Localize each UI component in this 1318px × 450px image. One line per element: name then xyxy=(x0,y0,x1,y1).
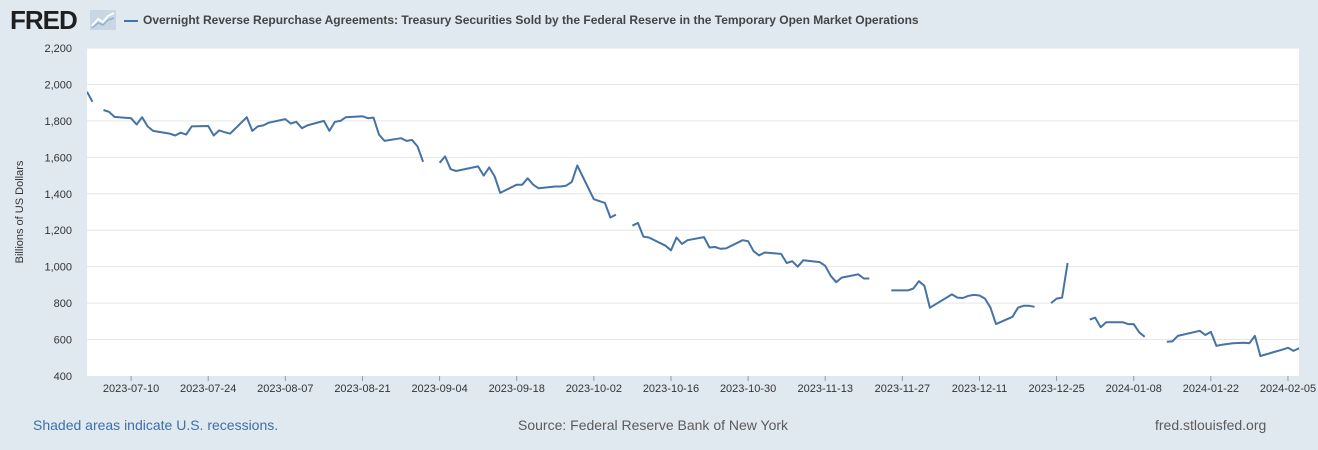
chart-header: FRED Overnight Reverse Repurchase Agreem… xyxy=(0,0,1318,40)
chart-legend: Overnight Reverse Repurchase Agreements:… xyxy=(124,12,919,28)
chart-spark-icon xyxy=(90,10,116,30)
fred-logo[interactable]: FRED xyxy=(10,5,78,35)
series-line-segment[interactable] xyxy=(1050,262,1069,304)
y-tick-label: 600 xyxy=(54,335,72,347)
line-chart[interactable]: 400 600 800 1,000 1,200 1,400 1,600 1,800 2,000 2… xyxy=(0,30,1318,400)
y-axis-label: Billions of US Dollars xyxy=(14,160,26,263)
x-tick-label: 2023-12-11 xyxy=(952,383,1007,395)
x-tick-label: 2023-09-04 xyxy=(411,383,467,395)
x-tick-label: 2024-01-08 xyxy=(1106,383,1162,395)
x-tick-label: 2023-10-30 xyxy=(720,383,776,395)
source-text: Source: Federal Reserve Bank of New York xyxy=(518,417,789,433)
x-tick-label: 2023-10-16 xyxy=(643,383,699,395)
x-tick-label: 2023-11-13 xyxy=(797,383,852,395)
y-tick-label: 1,000 xyxy=(44,262,72,274)
x-tick-label: 2023-12-25 xyxy=(1028,383,1084,395)
y-tick-label: 1,600 xyxy=(44,152,72,164)
y-tick-label: 400 xyxy=(54,371,72,383)
x-tick-label: 2023-10-02 xyxy=(566,383,622,395)
plot-area xyxy=(87,48,1299,376)
y-tick-label: 2,200 xyxy=(44,43,72,55)
series-line-segment[interactable] xyxy=(103,109,425,163)
y-tick-label: 800 xyxy=(54,298,72,310)
x-tick-label: 2023-08-07 xyxy=(257,383,313,395)
site-url: fred.stlouisfed.org xyxy=(1155,417,1267,433)
series-line-segment[interactable] xyxy=(438,155,617,219)
y-tick-label: 1,200 xyxy=(44,225,72,237)
y-tick-label: 1,400 xyxy=(44,189,72,201)
x-tick-label: 2023-11-27 xyxy=(875,383,930,395)
x-tick-label: 2023-07-10 xyxy=(103,383,159,395)
legend-swatch xyxy=(124,19,138,22)
y-tick-label: 1,800 xyxy=(44,116,72,128)
x-tick-label: 2024-01-22 xyxy=(1183,383,1239,395)
chart-title: Overnight Reverse Repurchase Agreements:… xyxy=(143,13,919,27)
recession-note-link[interactable]: Shaded areas indicate U.S. recessions. xyxy=(33,417,279,433)
y-tick-label: 2,000 xyxy=(44,79,72,91)
series-line-segment[interactable] xyxy=(631,221,870,284)
series-line-segment[interactable] xyxy=(1166,329,1310,357)
series-line-segment[interactable] xyxy=(1089,316,1146,338)
series-line-segment[interactable] xyxy=(87,91,94,103)
x-tick-label: 2023-09-18 xyxy=(489,383,545,395)
x-tick-label: 2024-02-05 xyxy=(1260,383,1316,395)
x-tick-label: 2023-07-24 xyxy=(180,383,236,395)
series-line-segment[interactable] xyxy=(891,280,1035,326)
x-tick-label: 2023-08-21 xyxy=(334,383,390,395)
